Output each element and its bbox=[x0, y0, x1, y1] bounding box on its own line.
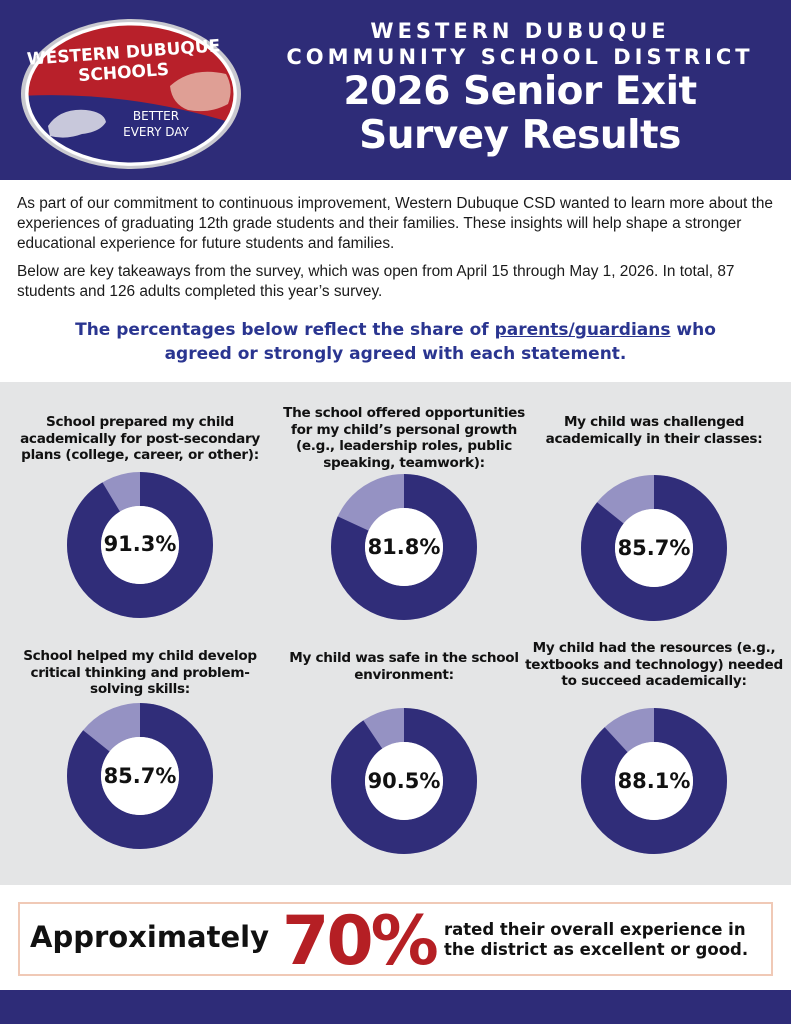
title-line-2: Survey Results bbox=[359, 113, 681, 158]
donut-chart bbox=[67, 472, 213, 618]
page-title: 2026 Senior Exit Survey Results bbox=[270, 70, 770, 158]
donut-hole bbox=[365, 508, 443, 586]
callout-text: The percentages below reflect the share … bbox=[40, 318, 751, 366]
donut-hole bbox=[365, 742, 443, 820]
stat-question: My child was safe in the school environm… bbox=[289, 650, 519, 683]
donut-hole bbox=[101, 506, 179, 584]
donut-chart bbox=[67, 703, 213, 849]
district-logo: WESTERN DUBUQUE SCHOOLS BETTER EVERY DAY bbox=[21, 19, 241, 169]
overall-rating-box: Approximately 70% rated their overall ex… bbox=[18, 902, 773, 981]
overall-prefix: Approximately bbox=[30, 920, 269, 954]
donut-agree-segment bbox=[331, 474, 477, 620]
donut-hole bbox=[101, 737, 179, 815]
donut-agree-segment bbox=[581, 708, 727, 854]
intro-paragraph-2: Below are key takeaways from the survey,… bbox=[17, 263, 735, 300]
callout-before: The percentages below reflect the share … bbox=[75, 320, 495, 340]
stat-percentage: 91.3% bbox=[103, 532, 177, 556]
title-line-1: 2026 Senior Exit bbox=[343, 69, 697, 114]
district-line-2: COMMUNITY SCHOOL DISTRICT bbox=[286, 45, 754, 69]
donut-agree-segment bbox=[67, 703, 213, 849]
donut-chart bbox=[581, 708, 727, 854]
donut-agree-segment bbox=[581, 475, 727, 621]
stat-percentage: 85.7% bbox=[103, 764, 177, 788]
district-name: WESTERN DUBUQUE COMMUNITY SCHOOL DISTRIC… bbox=[270, 18, 770, 70]
stat-question: The school offered opportunities for my … bbox=[283, 405, 525, 471]
donut-agree-segment bbox=[67, 472, 213, 618]
intro-paragraph-1: As part of our commitment to continuous … bbox=[17, 195, 773, 252]
stat-percentage: 90.5% bbox=[367, 769, 441, 793]
donut-hole bbox=[615, 509, 693, 587]
panther-icon bbox=[48, 109, 106, 138]
donut-chart bbox=[581, 475, 727, 621]
callout-highlight: parents/guardians bbox=[494, 320, 671, 340]
stat-question: My child had the resources (e.g., textbo… bbox=[525, 640, 783, 689]
bottom-bar bbox=[0, 990, 791, 1024]
svg-text:EVERY DAY: EVERY DAY bbox=[123, 125, 189, 139]
donut-hole bbox=[615, 742, 693, 820]
donut-chart bbox=[331, 474, 477, 620]
stat-question: School helped my child develop critical … bbox=[23, 648, 257, 697]
svg-text:BETTER: BETTER bbox=[133, 109, 179, 123]
stat-question: School prepared my child academically fo… bbox=[20, 414, 260, 463]
stat-percentage: 85.7% bbox=[617, 536, 691, 560]
stat-question: My child was challenged academically in … bbox=[545, 414, 763, 447]
callout-after: who agreed or strongly agreed with each … bbox=[164, 320, 716, 364]
wolf-icon bbox=[170, 71, 231, 112]
district-line-1: WESTERN DUBUQUE bbox=[370, 19, 670, 43]
stat-percentage: 81.8% bbox=[367, 535, 441, 559]
overall-percentage: 70% bbox=[282, 902, 439, 981]
donut-chart bbox=[331, 708, 477, 854]
stat-percentage: 88.1% bbox=[617, 769, 691, 793]
donut-agree-segment bbox=[331, 708, 477, 854]
overall-description: rated their overall experience in the di… bbox=[444, 920, 749, 959]
header-banner: WESTERN DUBUQUE SCHOOLS BETTER EVERY DAY… bbox=[0, 0, 791, 180]
